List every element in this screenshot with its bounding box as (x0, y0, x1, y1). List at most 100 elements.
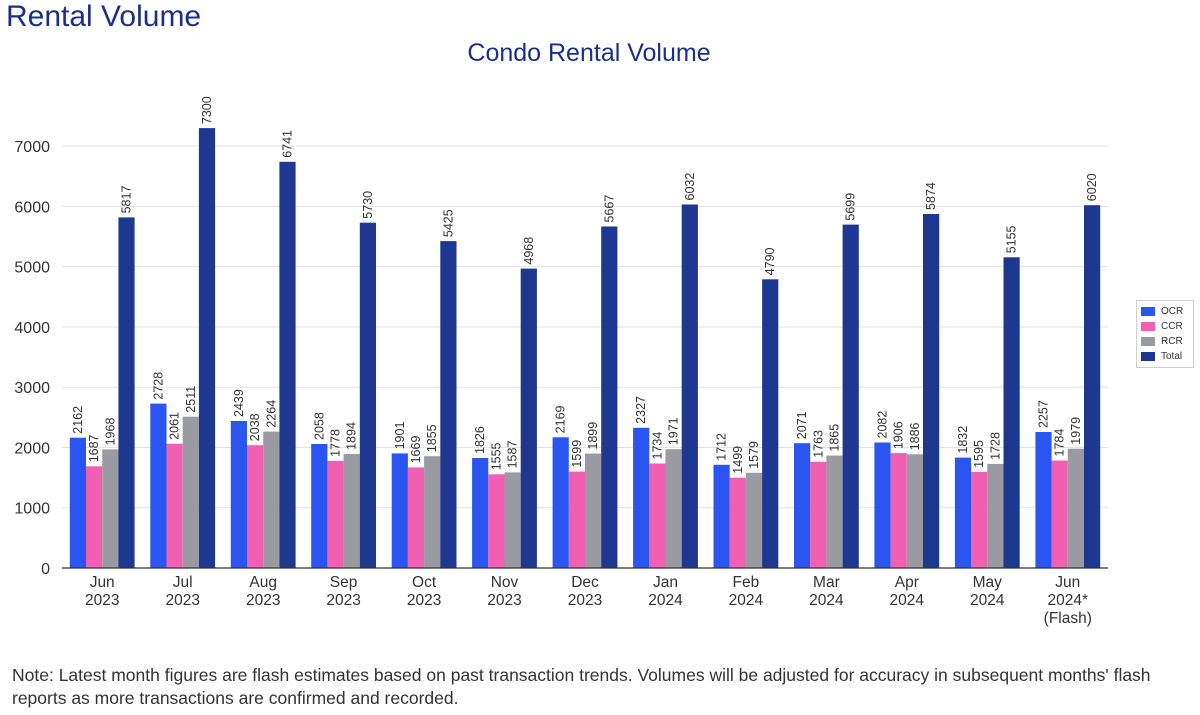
data-label: 1971 (667, 417, 681, 445)
data-label: 1778 (329, 429, 343, 457)
data-label: 5730 (361, 191, 375, 219)
data-label: 2264 (264, 400, 278, 428)
bar-ocr (794, 443, 811, 568)
data-label: 1579 (747, 441, 761, 469)
x-tick-label: 2024 (648, 592, 683, 609)
y-tick-label: 3000 (14, 380, 50, 397)
data-label: 1894 (345, 422, 359, 450)
data-label: 1587 (506, 441, 520, 469)
bar-total (762, 279, 779, 568)
data-label: 2071 (795, 411, 809, 439)
data-label: 2082 (876, 411, 890, 439)
bar-ccr (971, 471, 988, 568)
legend-item-total: Total (1141, 349, 1189, 364)
bar-ccr (568, 471, 585, 568)
data-label: 1669 (409, 436, 423, 464)
data-label: 5817 (120, 186, 134, 214)
bar-rcr (665, 449, 682, 568)
data-label: 1734 (650, 432, 664, 460)
x-tick-label: Oct (412, 574, 437, 591)
legend-label: Total (1161, 351, 1183, 362)
data-label: 1865 (828, 424, 842, 452)
x-tick-label: Jan (653, 574, 678, 591)
legend: OCR CCR RCR Total (1136, 300, 1194, 368)
bar-rcr (906, 454, 923, 568)
bar-rcr (745, 472, 763, 568)
bar-ccr (86, 466, 103, 568)
y-tick-label: 5000 (14, 260, 50, 277)
bar-total (359, 222, 376, 568)
data-label: 1595 (972, 440, 986, 468)
legend-item-ccr: CCR (1141, 319, 1189, 334)
page-heading: Rental Volume (6, 0, 202, 33)
x-tick-label: Sep (330, 574, 358, 591)
legend-swatch (1141, 337, 1155, 346)
bar-total (520, 268, 537, 568)
data-label: 5699 (844, 193, 858, 221)
x-axis: Jun2023Jul2023Aug2023Sep2023Oct2023Nov20… (62, 567, 1108, 627)
bar-ocr (954, 457, 972, 568)
data-label: 1855 (425, 424, 439, 452)
x-tick-label: 2024* (1048, 592, 1089, 609)
bar-ocr (230, 421, 247, 568)
x-tick-label: Dec (571, 574, 599, 591)
data-label: 2728 (151, 372, 165, 400)
x-tick-label: Apr (895, 574, 919, 591)
data-label: 1784 (1053, 429, 1067, 457)
bar-total (118, 217, 135, 568)
gridlines (62, 145, 1108, 509)
bar-ccr (1051, 460, 1068, 568)
y-axis: 0 1000 2000 3000 4000 5000 6000 7000 (14, 139, 50, 578)
x-tick-label: 2023 (407, 592, 441, 609)
data-label: 1886 (908, 422, 922, 450)
data-label: 1555 (489, 442, 503, 470)
data-label: 2327 (634, 396, 648, 424)
data-label: 2511 (184, 386, 198, 413)
bar-ocr (150, 403, 167, 568)
legend-swatch (1141, 322, 1155, 331)
bar-ocr (391, 453, 408, 568)
legend-item-ocr: OCR (1141, 304, 1189, 319)
data-label: 5425 (441, 209, 455, 237)
data-label: 2058 (312, 412, 326, 440)
data-label: 6020 (1085, 173, 1099, 201)
data-label: 1968 (103, 418, 117, 446)
data-label: 2439 (232, 389, 246, 417)
x-tick-label: 2024 (970, 592, 1005, 609)
bar-ccr (729, 477, 746, 568)
data-label: 5155 (1005, 225, 1019, 253)
bar-total (1003, 257, 1020, 568)
x-tick-label: Feb (733, 574, 760, 591)
data-label: 1687 (87, 434, 101, 462)
x-tick-label: 2024 (809, 592, 844, 609)
data-label: 2038 (248, 413, 262, 441)
x-tick-label: Mar (813, 574, 840, 591)
data-label: 1901 (393, 422, 407, 450)
bar-ocr (1035, 432, 1052, 568)
data-label: 1728 (988, 432, 1002, 460)
data-label: 2162 (71, 406, 85, 434)
bar-ccr (488, 474, 505, 568)
data-label: 6741 (281, 130, 295, 158)
x-tick-label: 2024 (890, 592, 925, 609)
chart-title: Condo Rental Volume (467, 39, 710, 67)
bar-total (842, 224, 859, 568)
y-tick-label: 0 (41, 561, 50, 578)
data-label: 1826 (473, 426, 487, 454)
bar-total (681, 204, 698, 568)
bar-ocr (552, 437, 569, 568)
bar-ccr (649, 463, 666, 568)
x-tick-label: Jun (1055, 574, 1080, 591)
legend-swatch (1141, 352, 1155, 361)
bar-ccr (327, 460, 344, 568)
bar-rcr (1067, 448, 1084, 568)
data-label: 4968 (522, 237, 536, 265)
data-label: 5667 (602, 195, 616, 223)
bar-ocr (311, 444, 328, 568)
x-tick-label: 2024 (729, 592, 764, 609)
y-tick-label: 1000 (14, 501, 50, 518)
data-label: 4790 (763, 247, 777, 275)
data-label: 5874 (924, 182, 938, 210)
bar-rcr (182, 416, 199, 568)
